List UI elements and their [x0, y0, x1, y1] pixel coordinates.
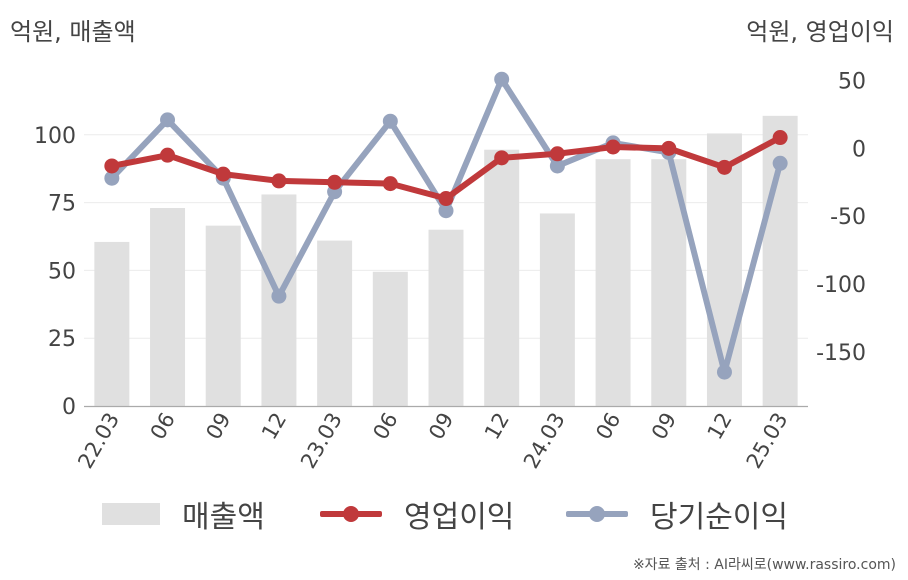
- net-income-point: [772, 155, 788, 171]
- revenue-bar: [428, 229, 464, 406]
- legend-item-revenue: 매출액: [102, 492, 265, 536]
- legend-label-revenue: 매출액: [182, 500, 265, 535]
- x-tick-label: 23.03: [296, 409, 347, 473]
- net-income-point: [716, 364, 732, 380]
- net-income-point: [494, 71, 510, 87]
- x-tick-label: 06: [368, 409, 402, 444]
- legend-swatch-revenue: [102, 503, 160, 525]
- net-income-point: [382, 113, 398, 129]
- revenue-bar: [595, 159, 631, 406]
- operating-profit-point: [382, 176, 398, 192]
- left-tick-label: 75: [48, 192, 76, 217]
- operating-profit-point: [104, 158, 120, 174]
- right-axis-title: 억원, 영업이익: [746, 18, 894, 46]
- operating-profit-point: [716, 159, 732, 175]
- source-note: ※자료 출처 : AI라씨로(www.rassiro.com): [632, 557, 896, 573]
- right-tick-label: -50: [830, 205, 866, 230]
- net-income-point: [271, 288, 287, 304]
- legend-label-net-income: 당기순이익: [650, 500, 788, 535]
- right-tick-label: -100: [816, 273, 866, 298]
- revenue-bar: [205, 225, 241, 406]
- x-tick-label: 09: [424, 409, 458, 444]
- x-tick-label: 09: [647, 409, 681, 444]
- left-axis-title: 억원, 매출액: [10, 18, 136, 46]
- x-tick-label: 06: [591, 409, 625, 444]
- right-tick-label: 50: [838, 70, 866, 95]
- net-income-point: [160, 112, 176, 128]
- operating-profit-point: [438, 191, 454, 207]
- operating-profit-point: [494, 150, 510, 166]
- operating-profit-point: [605, 139, 621, 155]
- profit-lines: [104, 71, 788, 380]
- left-tick-label: 25: [48, 327, 76, 352]
- operating-profit-point: [661, 140, 677, 156]
- operating-profit-point: [271, 173, 287, 189]
- x-tick-label: 09: [201, 409, 235, 444]
- right-tick-label: -150: [816, 341, 866, 366]
- operating-profit-point: [549, 146, 565, 162]
- legend-swatch-operating-profit: [320, 503, 382, 525]
- left-tick-label: 100: [34, 124, 76, 149]
- revenue-bar: [484, 149, 520, 406]
- operating-profit-point: [772, 130, 788, 146]
- x-tick-label: 12: [480, 409, 514, 444]
- legend-item-operating-profit: 영업이익: [320, 492, 514, 536]
- revenue-bar: [372, 271, 408, 406]
- x-tick-label: 12: [257, 409, 291, 444]
- revenue-bar: [317, 240, 353, 406]
- legend-swatch-net-income: [566, 503, 628, 525]
- legend: 매출액 영업이익 당기순이익: [0, 492, 908, 536]
- operating-profit-point: [215, 166, 231, 182]
- x-tick-label: 24.03: [519, 409, 570, 473]
- x-tick-label: 06: [146, 409, 180, 444]
- legend-item-net-income: 당기순이익: [566, 492, 788, 536]
- revenue-bar: [539, 213, 575, 406]
- revenue-bar: [94, 241, 130, 406]
- revenue-bar: [150, 208, 186, 406]
- operating-profit-point: [160, 147, 176, 163]
- net-income-point: [549, 158, 565, 174]
- left-tick-label: 0: [62, 395, 76, 420]
- operating-profit-point: [327, 174, 343, 190]
- x-tick-label: 25.03: [742, 409, 793, 473]
- net-income-point: [438, 203, 454, 219]
- x-tick-label: 22.03: [73, 409, 124, 473]
- left-tick-label: 50: [48, 259, 76, 284]
- legend-label-operating-profit: 영업이익: [404, 500, 515, 535]
- net-income-point: [104, 170, 120, 186]
- x-tick-label: 12: [703, 409, 737, 444]
- right-tick-label: 0: [852, 137, 866, 162]
